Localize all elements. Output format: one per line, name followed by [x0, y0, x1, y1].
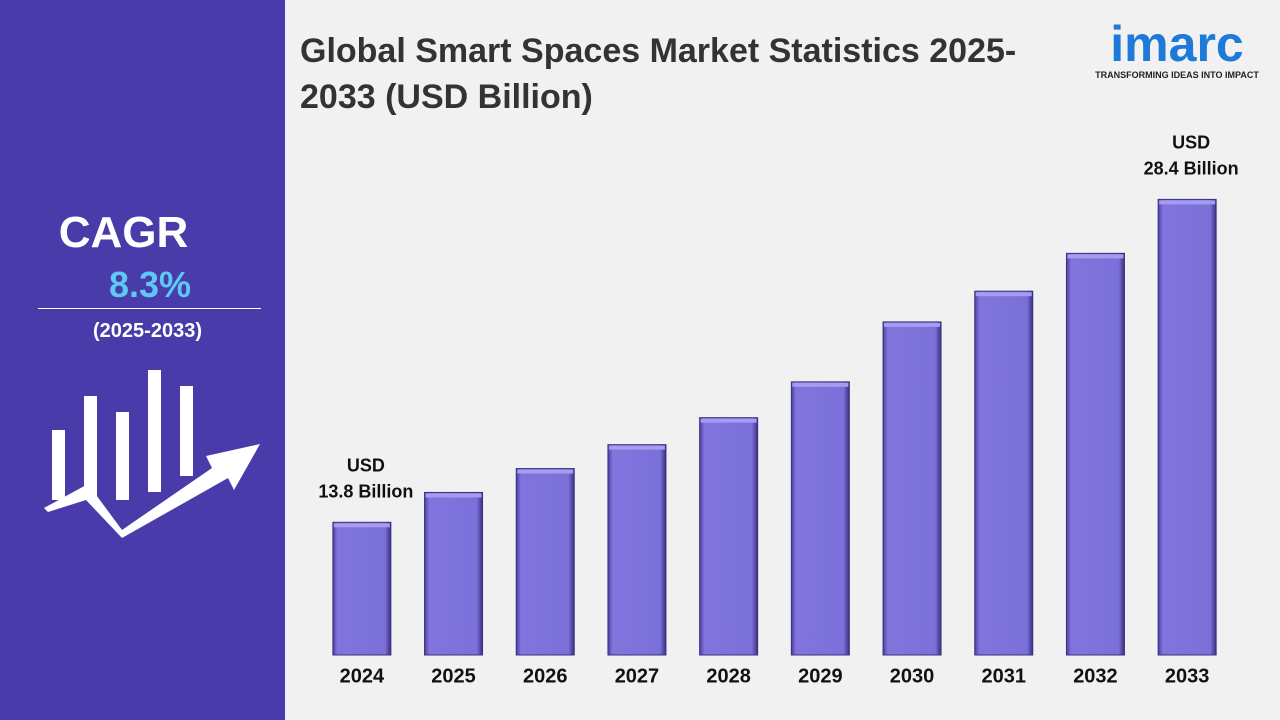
bar — [515, 468, 575, 656]
bar-cap — [1067, 254, 1124, 259]
x-tick-label: 2033 — [1165, 665, 1210, 687]
bar-cap — [700, 418, 757, 423]
bar — [790, 381, 850, 656]
logo-name: imarc — [1110, 16, 1244, 72]
bar — [1065, 252, 1125, 656]
divider — [38, 308, 261, 309]
bar — [882, 321, 942, 656]
x-tick-label: 2031 — [982, 665, 1027, 687]
x-tick-label: 2026 — [523, 665, 568, 687]
bar-cap — [792, 382, 849, 387]
bar — [332, 521, 392, 656]
bar-cap — [333, 523, 390, 528]
x-tick-label: 2029 — [798, 665, 843, 687]
logo: imarc TRANSFORMING IDEAS INTO IMPACT — [1092, 18, 1262, 80]
bar — [1157, 198, 1217, 656]
bar — [699, 417, 759, 656]
bar — [974, 290, 1034, 656]
bar-cap — [608, 445, 665, 450]
sidebar: CAGR 8.3% (2025-2033) — [0, 0, 285, 720]
bar-cap — [517, 469, 574, 474]
value-label: USD 28.4 Billion — [1144, 132, 1239, 178]
bar — [424, 491, 484, 656]
bar-cap — [975, 292, 1032, 297]
x-tick-label: 2025 — [431, 665, 476, 687]
bar-cap — [425, 493, 482, 498]
logo-tagline: TRANSFORMING IDEAS INTO IMPACT — [1095, 70, 1259, 80]
bar-cap — [884, 322, 941, 327]
bar — [607, 444, 667, 656]
cagr-label: CAGR — [58, 208, 189, 257]
value-label: USD 13.8 Billion — [318, 455, 413, 501]
cagr-period: (2025-2033) — [93, 320, 202, 342]
x-tick-label: 2028 — [706, 665, 751, 687]
x-tick-label: 2032 — [1073, 665, 1118, 687]
x-tick-label: 2027 — [615, 665, 660, 687]
chart-title: Global Smart Spaces Market Statistics 20… — [300, 32, 1017, 116]
x-tick-label: 2024 — [340, 665, 385, 687]
cagr-value: 8.3% — [108, 264, 192, 305]
growth-icon — [44, 370, 260, 538]
bar-cap — [1159, 200, 1216, 205]
x-tick-label: 2030 — [890, 665, 935, 687]
